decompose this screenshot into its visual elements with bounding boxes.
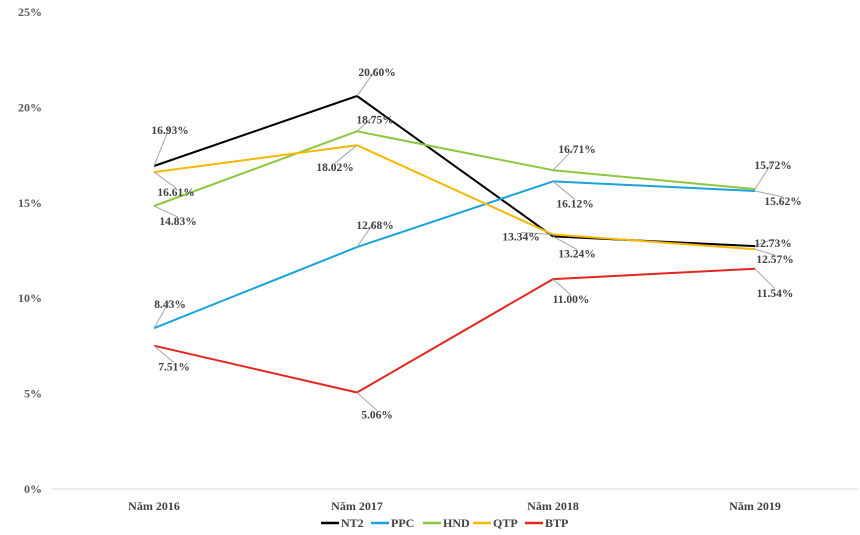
data-label-qtp: 13.34% <box>502 231 539 243</box>
data-label-qtp: 16.61% <box>157 187 194 199</box>
leader-line <box>552 144 578 171</box>
y-tick-label: 0% <box>24 482 42 496</box>
legend-item-nt2[interactable]: NT2 <box>321 516 364 530</box>
x-tick-label: Năm 2019 <box>729 499 781 513</box>
y-axis: 0% 5% 10% 15% 20% 25% <box>18 5 42 496</box>
y-tick-label: 5% <box>24 387 42 401</box>
series-line-hnd <box>153 130 756 207</box>
data-label-btp: 5.06% <box>361 409 393 421</box>
data-label-btp: 7.51% <box>158 362 190 374</box>
leader-line <box>552 181 576 200</box>
series-line-btp <box>153 267 756 394</box>
legend-label: HND <box>443 516 470 530</box>
legend-label: PPC <box>391 516 414 530</box>
legend-label: BTP <box>545 516 568 530</box>
y-tick-label: 20% <box>18 100 42 114</box>
series-line-qtp <box>153 144 756 251</box>
data-label-nt2: 16.93% <box>151 125 188 137</box>
data-label-qtp: 18.02% <box>316 162 353 174</box>
leader-line <box>153 205 179 218</box>
data-label-layer: 16.93% 20.60% 13.24% 12.73% 8.43% 12.68% 16.12… <box>151 67 801 422</box>
data-label-nt2: 20.60% <box>358 67 395 79</box>
data-label-btp: 11.00% <box>553 294 590 306</box>
data-label-ppc: 15.62% <box>764 196 801 208</box>
legend[interactable]: NT2 PPC HND QTP BTP <box>321 516 568 530</box>
data-label-nt2: 13.24% <box>558 248 595 260</box>
leader-line <box>356 220 376 248</box>
leader-line <box>153 125 171 167</box>
leader-line <box>153 299 171 329</box>
x-tick-label: Năm 2016 <box>128 499 180 513</box>
legend-label: NT2 <box>341 516 364 530</box>
leader-line <box>754 190 784 198</box>
leader-line <box>334 144 358 164</box>
data-label-qtp: 12.57% <box>756 254 793 266</box>
data-label-hnd: 18.75% <box>356 114 393 126</box>
data-label-btp: 11.54% <box>757 288 794 300</box>
series-line-nt2 <box>153 95 756 248</box>
leader-line <box>754 238 774 247</box>
data-label-ppc: 16.12% <box>556 198 593 210</box>
data-label-nt2: 12.73% <box>754 238 791 250</box>
leader-line <box>356 114 376 132</box>
y-tick-label: 25% <box>18 5 42 19</box>
x-tick-label: Năm 2018 <box>527 499 579 513</box>
leader-line <box>754 248 776 256</box>
leader-line <box>552 235 578 250</box>
legend-item-ppc[interactable]: PPC <box>371 516 414 530</box>
leader-line <box>153 345 175 364</box>
series-layer <box>153 95 756 394</box>
data-label-ppc: 8.43% <box>154 299 186 311</box>
y-tick-label: 15% <box>18 196 42 210</box>
legend-item-qtp[interactable]: QTP <box>473 516 518 530</box>
data-label-hnd: 16.71% <box>558 144 595 156</box>
leader-line <box>356 67 378 97</box>
series-line-ppc <box>153 180 756 330</box>
leader-line <box>520 231 554 235</box>
data-label-ppc: 12.68% <box>356 220 393 232</box>
x-axis: Năm 2016 Năm 2017 Năm 2018 Năm 2019 <box>128 499 781 513</box>
x-tick-label: Năm 2017 <box>331 499 383 513</box>
leader-line <box>356 392 378 411</box>
leader-line <box>754 268 776 290</box>
legend-item-hnd[interactable]: HND <box>423 516 470 530</box>
data-label-hnd: 14.83% <box>159 216 196 228</box>
y-tick-label: 10% <box>18 291 42 305</box>
leader-line <box>153 171 177 189</box>
leader-line <box>754 160 774 190</box>
legend-label: QTP <box>493 516 518 530</box>
leader-line <box>552 278 572 296</box>
data-label-hnd: 15.72% <box>754 160 791 172</box>
legend-item-btp[interactable]: BTP <box>525 516 568 530</box>
